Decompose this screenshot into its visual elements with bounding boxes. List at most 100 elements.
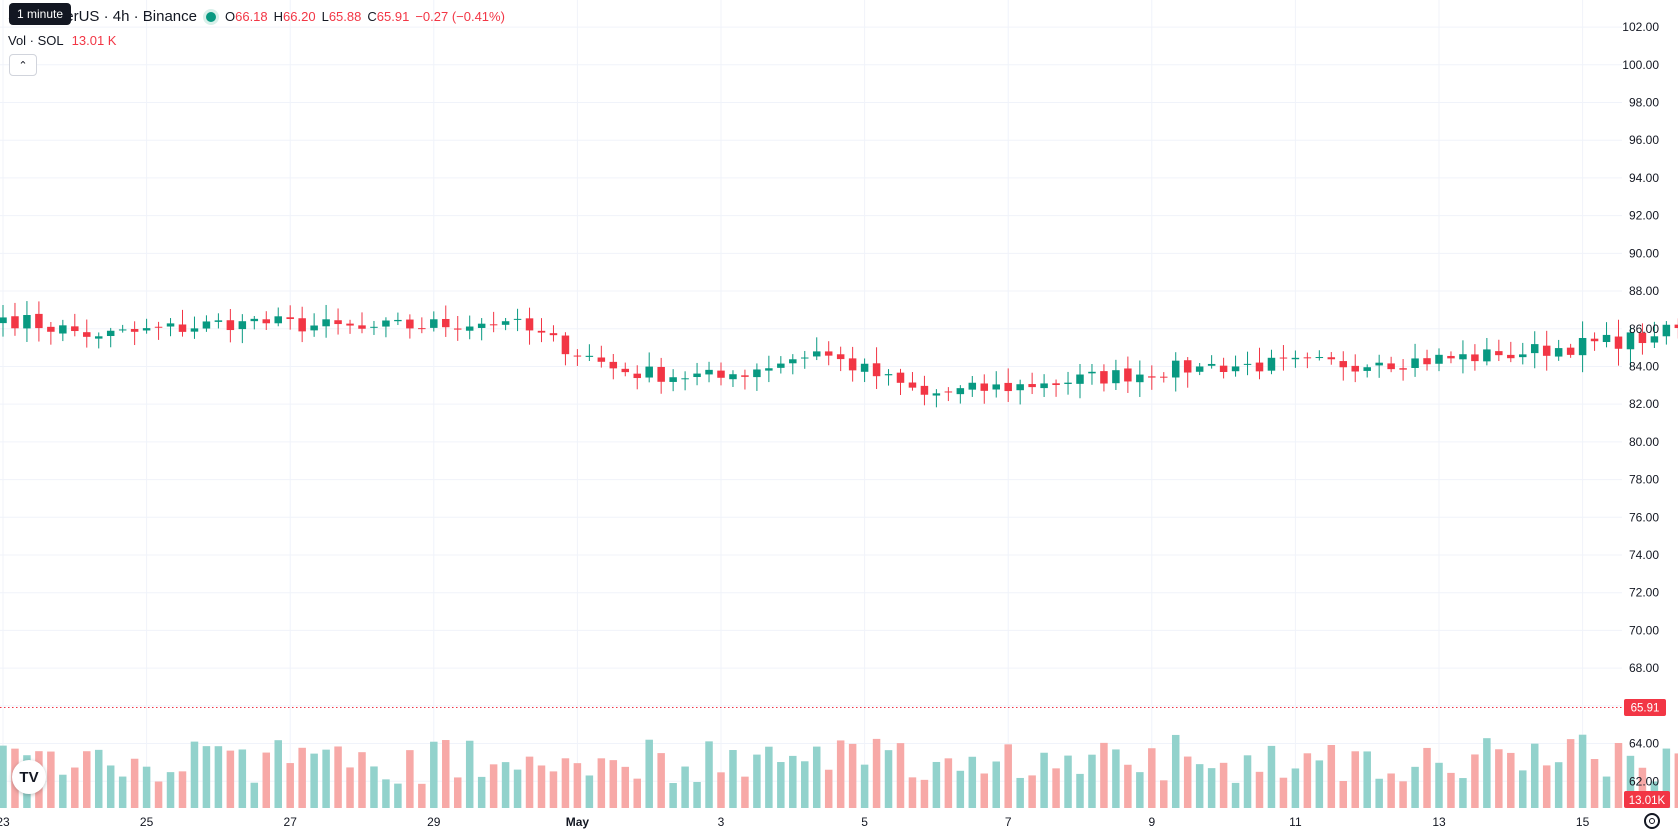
price-tick-label: 70.00 (1629, 623, 1659, 637)
price-tick-label: 68.00 (1629, 661, 1659, 675)
candle-body (1267, 357, 1276, 371)
volume-bar (178, 771, 187, 808)
candle-body (1674, 324, 1678, 329)
candle-body (1112, 370, 1120, 384)
volume-bar (872, 738, 881, 808)
price-axis[interactable]: 62.0064.0066.0068.0070.0072.0074.0076.00… (1622, 20, 1659, 788)
volume-bar (1207, 768, 1216, 808)
candle-body (262, 319, 271, 324)
candle-body (777, 363, 785, 368)
candle-body (1375, 362, 1383, 366)
price-tick-label: 92.00 (1629, 209, 1659, 223)
price-tick-label: 76.00 (1629, 510, 1659, 524)
price-tick-label: 62.00 (1629, 774, 1659, 788)
volume-bar (693, 781, 701, 808)
candle-body (346, 323, 354, 326)
volume-bar (573, 763, 582, 808)
volume-bar (908, 777, 917, 808)
volume-bar (394, 783, 402, 808)
time-tick-label: 29 (427, 815, 441, 829)
candle-body (1004, 382, 1012, 392)
volume-bar (1171, 734, 1180, 808)
price-badge: 65.91 (1624, 699, 1666, 717)
collapse-legend-button[interactable]: ⌃ (9, 54, 37, 76)
volume-bar (418, 783, 426, 808)
candle-body (453, 328, 462, 330)
price-tick-label: 64.00 (1629, 737, 1659, 751)
volume-bar (860, 764, 869, 808)
volume-bar (382, 779, 390, 808)
candle-body (477, 323, 486, 328)
candle-body (1016, 384, 1024, 391)
volume-bar (513, 769, 522, 808)
volume-bar (298, 747, 306, 808)
candle-body (130, 328, 139, 332)
volume-bar (789, 755, 797, 808)
candle-body (47, 326, 55, 332)
candle-body (1136, 374, 1144, 383)
volume-legend: Vol · SOL 13.01 K (8, 33, 116, 48)
candle-body (442, 318, 450, 328)
time-axis[interactable]: 23252729May357911131517192123252729Jun35… (0, 815, 1678, 829)
time-tick-label: 15 (1576, 815, 1590, 829)
candle-body (753, 369, 761, 378)
tradingview-logo-icon[interactable]: TV (12, 760, 46, 794)
volume-label[interactable]: Vol · SOL (8, 33, 64, 48)
volume-bar (1315, 760, 1324, 808)
candle-body (406, 319, 414, 329)
volume-bar (214, 746, 223, 808)
volume-bar (537, 765, 546, 808)
candle-body (824, 351, 833, 356)
volume-bar (142, 766, 151, 808)
volume-bar (848, 743, 857, 808)
candle-body (1650, 336, 1659, 343)
interval-tooltip: 1 minute (9, 3, 72, 25)
market-status-icon[interactable] (202, 8, 219, 25)
volume-bar (1195, 764, 1204, 808)
candle-body (94, 336, 103, 339)
candle-body (1578, 337, 1587, 356)
volume-bars (0, 734, 1678, 808)
volume-bar (1327, 744, 1336, 808)
high-label: H (273, 9, 284, 24)
candle-body (394, 319, 402, 322)
candle-body (1028, 384, 1036, 388)
candle-body (166, 323, 175, 327)
volume-bar (262, 752, 271, 808)
volume-bar (154, 781, 163, 808)
volume-bar (1674, 753, 1678, 808)
candle-body (1662, 324, 1671, 337)
price-tick-label: 82.00 (1629, 397, 1659, 411)
candle-body (944, 391, 953, 393)
candles (0, 301, 1678, 408)
volume-bar (238, 749, 247, 808)
candle-body (214, 320, 223, 322)
candle-body (334, 320, 342, 325)
candle-body (1088, 371, 1096, 374)
candle-body (1447, 355, 1455, 359)
time-tick-label: 13 (1432, 815, 1446, 829)
candle-body (83, 332, 91, 337)
volume-bar (370, 766, 378, 808)
candle-body (765, 368, 773, 371)
volume-bar (1614, 742, 1623, 808)
candle-body (298, 318, 306, 332)
volume-bar (1255, 771, 1264, 808)
volume-bar (1447, 772, 1455, 808)
volume-bar (1219, 762, 1228, 808)
volume-bar (1088, 754, 1096, 808)
candle-body (1315, 357, 1324, 359)
candle-body (1183, 360, 1192, 373)
volume-bar (310, 753, 318, 808)
gear-icon[interactable] (1644, 813, 1660, 829)
candle-body (669, 377, 677, 382)
volume-bar (669, 783, 677, 808)
change-value: −0.27 (−0.41%) (415, 9, 505, 24)
volume-bar (1028, 775, 1036, 808)
volume-bar (1064, 755, 1072, 808)
candle-body (59, 325, 67, 334)
volume-bar (896, 743, 905, 808)
volume-bar (71, 767, 79, 808)
high-value: 66.20 (283, 9, 316, 24)
